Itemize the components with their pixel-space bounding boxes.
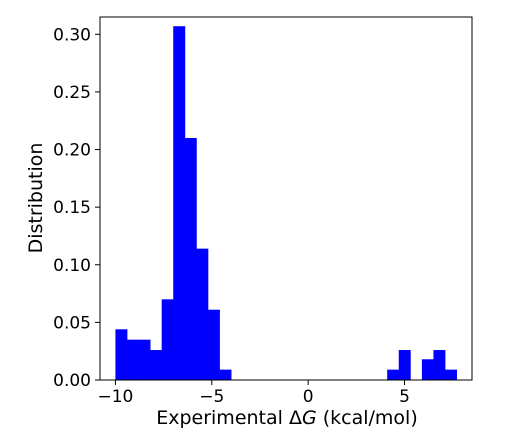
x-tick-label: 0 (303, 387, 314, 407)
histogram-bar (219, 369, 232, 380)
y-tick-label: 0.25 (53, 83, 91, 103)
y-tick-label: 0.00 (53, 371, 91, 391)
histogram-bar (207, 309, 220, 380)
histogram-bars (115, 26, 457, 380)
y-axis-ticks: 0.00 0.05 0.10 0.15 0.20 0.25 0.30 (53, 25, 100, 391)
y-axis-label: Distribution (25, 143, 47, 254)
x-axis-label-suffix: (kcal/mol) (317, 407, 418, 429)
histogram-bar (398, 350, 411, 380)
x-tick-label: −5 (199, 387, 224, 407)
histogram-bar (184, 138, 197, 380)
histogram-bar (115, 329, 128, 380)
histogram-bar (150, 350, 163, 380)
y-tick-label: 0.05 (53, 313, 91, 333)
y-tick-label: 0.15 (53, 198, 91, 218)
histogram-bar (445, 369, 457, 380)
histogram-bar (433, 350, 446, 380)
y-tick-label: 0.10 (53, 256, 91, 276)
histogram-bar (196, 248, 209, 380)
x-tick-label: −10 (97, 387, 133, 407)
histogram-bar (421, 359, 434, 380)
plot-frame (99, 16, 473, 381)
x-axis-label-variable: G (302, 407, 317, 429)
x-axis-label: Experimental ΔG (kcal/mol) (156, 407, 418, 429)
x-tick-label: 5 (399, 387, 410, 407)
y-tick-label: 0.30 (53, 25, 91, 45)
y-tick-label: 0.20 (53, 141, 91, 161)
histogram-bar (387, 369, 400, 380)
histogram-bar (126, 339, 139, 380)
histogram-bar (161, 299, 174, 380)
histogram-bar (173, 26, 186, 380)
histogram-bar (138, 339, 151, 380)
x-axis-ticks: −10 −5 0 5 (97, 380, 410, 407)
x-axis-label-prefix: Experimental Δ (156, 407, 302, 429)
